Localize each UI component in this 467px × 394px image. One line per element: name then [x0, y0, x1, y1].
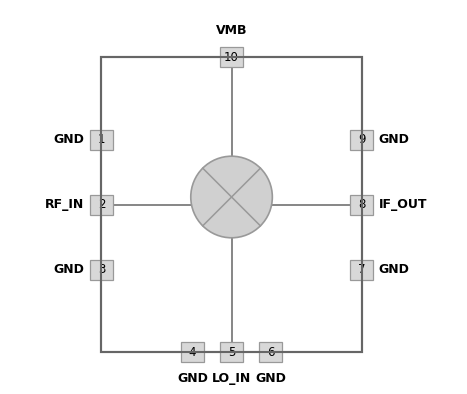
Text: 6: 6 — [267, 346, 274, 359]
Text: IF_OUT: IF_OUT — [379, 198, 427, 211]
Text: 7: 7 — [358, 263, 366, 276]
Text: 5: 5 — [228, 346, 235, 359]
Text: GND: GND — [255, 372, 286, 385]
FancyBboxPatch shape — [259, 342, 282, 362]
Text: 1: 1 — [98, 133, 105, 146]
FancyBboxPatch shape — [350, 260, 373, 280]
Text: 9: 9 — [358, 133, 366, 146]
Text: VMB: VMB — [216, 24, 248, 37]
Text: LO_IN: LO_IN — [212, 372, 251, 385]
Text: GND: GND — [379, 263, 410, 276]
FancyBboxPatch shape — [350, 195, 373, 215]
Text: 8: 8 — [358, 198, 365, 211]
Text: 4: 4 — [189, 346, 196, 359]
FancyBboxPatch shape — [220, 47, 243, 67]
FancyBboxPatch shape — [90, 260, 113, 280]
Text: GND: GND — [53, 133, 85, 146]
Text: GND: GND — [53, 263, 85, 276]
FancyBboxPatch shape — [90, 195, 113, 215]
FancyBboxPatch shape — [101, 57, 361, 352]
FancyBboxPatch shape — [350, 130, 373, 150]
Text: RF_IN: RF_IN — [45, 198, 85, 211]
Circle shape — [191, 156, 272, 238]
Text: 3: 3 — [98, 263, 105, 276]
Text: GND: GND — [177, 372, 208, 385]
FancyBboxPatch shape — [220, 342, 243, 362]
FancyBboxPatch shape — [181, 342, 204, 362]
Text: 2: 2 — [98, 198, 105, 211]
Text: 10: 10 — [224, 51, 239, 64]
FancyBboxPatch shape — [90, 130, 113, 150]
Text: GND: GND — [379, 133, 410, 146]
